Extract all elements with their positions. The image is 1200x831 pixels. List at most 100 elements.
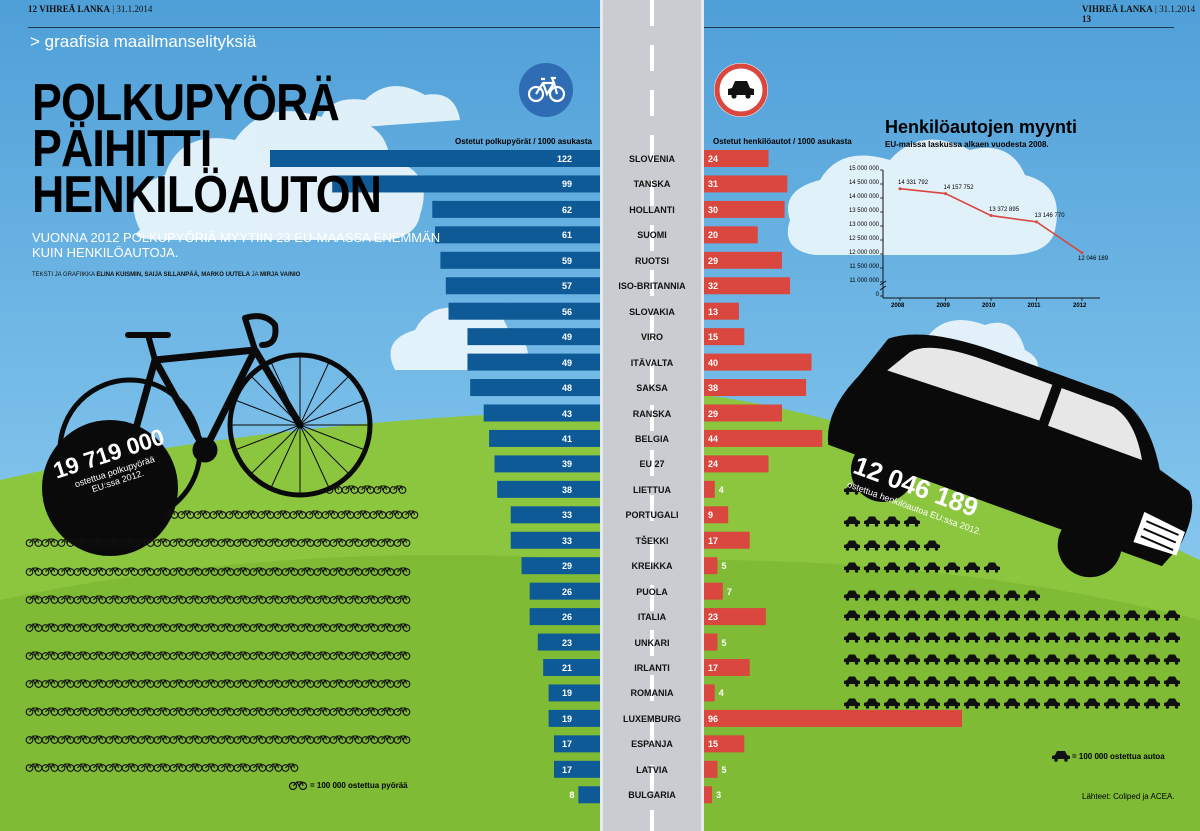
bike-pictogram [185,538,203,547]
car-pictogram [844,698,860,709]
bike-pictogram [393,623,411,632]
bike-value-label: 26 [561,612,572,623]
car-bar [704,302,739,320]
car-pictogram [1104,698,1120,709]
sales-point [1035,220,1038,224]
car-pictogram [1084,610,1100,621]
bike-pictogram [137,707,155,716]
car-bar [704,608,766,626]
bike-pictogram [241,510,259,519]
title-line: POLKUPYÖRÄ [32,74,340,132]
car-pictogram [1044,610,1060,621]
bike-bar [548,709,600,727]
car-pictogram [1104,654,1120,665]
lane-mark [650,675,654,701]
lane-mark [650,495,654,521]
bike-pictogram [137,651,155,660]
bike-pictogram [393,679,411,688]
bike-value-label: 21 [561,663,572,673]
car-pictogram [964,698,980,709]
car-pictogram [904,516,920,527]
bike-pictogram [393,567,411,576]
car-pictogram [844,632,860,643]
car-pictogram [1164,632,1180,643]
bike-bar [448,302,600,320]
car-pictogram [844,540,860,551]
car-pictogram [844,484,860,495]
bike-pictogram [249,679,267,688]
bike-legend-icon [288,781,308,791]
hill-right-front [704,560,1200,831]
bike-value-label: 26 [561,586,572,597]
car-pictogram [844,654,860,665]
car-value-label: 15 [708,332,719,343]
bike-pictogram [25,763,43,772]
car-pictogram [1104,676,1120,687]
bike-pictogram [325,485,343,494]
car-value-label: 5 [721,561,727,572]
car-pictogram [984,676,1000,687]
car-pictogram [844,676,860,687]
car-value-label: 4 [718,688,724,699]
bike-bar [537,633,600,651]
car-series-label: Ostetut henkilöautot / 1000 asukasta [713,137,852,146]
car-bar [704,659,750,676]
country-label: SLOVENIA [628,154,675,164]
car-pictogram [924,698,940,709]
car-pictogram [1124,676,1140,687]
car-pictogram [1084,632,1100,643]
clouds [133,86,1057,380]
bike-pictogram [185,567,203,576]
bike-pictogram [377,623,395,632]
page-number-right: 13 [1082,14,1091,24]
car-value-label: 7 [726,586,732,597]
car-pictogram [1004,676,1020,687]
credits-conj: JA [251,272,259,278]
lane-mark [650,810,654,831]
car-pictogram [1164,610,1180,621]
lane-mark [650,765,654,791]
country-label: LUXEMBURG [623,713,681,724]
x-tick-label: 2009 [936,303,950,309]
car-pictogram [1104,610,1120,621]
bicycle-wheel-spokes [230,355,370,495]
bike-pictogram [169,679,187,688]
bike-pictogram [121,707,139,716]
car-pictogram [1124,610,1140,621]
car-bar [704,175,788,193]
bike-bar [554,735,600,753]
bike-pictogram [345,595,363,604]
car-bar [704,531,750,549]
bike-value-label: 61 [561,230,572,241]
car-pictogram [864,698,880,709]
bike-value-label: 48 [561,383,572,394]
bike-total-disc [42,420,178,556]
line-chart-title: Henkilöautojen myynti [885,117,1078,137]
country-label: VIRO [640,332,663,343]
bike-bar [494,455,600,473]
line-chart [879,169,1100,301]
car-value-label: 30 [708,204,719,215]
bike-pictogram [281,679,299,688]
bike-bar [467,353,600,371]
car-pictogram [924,676,940,687]
car-pictogram [1144,698,1160,709]
bike-pictogram [393,651,411,660]
car-pictogram [864,654,880,665]
bike-pictogram [329,567,347,576]
bike-bar [529,608,600,626]
car-pictogram [1064,632,1080,643]
car-bar [704,353,812,371]
car-value-label: 44 [708,433,719,444]
bike-bar [548,684,600,702]
car-pictogram [1084,698,1100,709]
x-tick-label: 2012 [1073,303,1087,309]
car-bar [704,404,782,422]
bike-bar [554,760,600,778]
car-bar [704,455,769,473]
bike-pictogram [345,538,363,547]
bike-value-label: 99 [561,179,572,190]
car-pictogram [1064,698,1080,709]
car-pictogram [944,590,960,601]
lane-mark [650,360,654,386]
